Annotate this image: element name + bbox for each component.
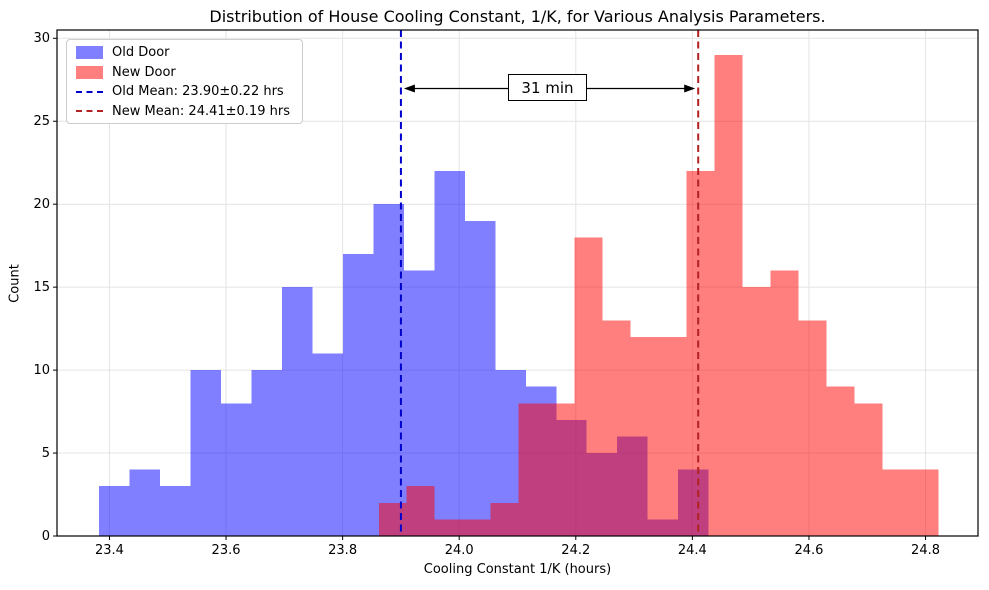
old-door-bar — [190, 370, 221, 536]
old-door-bar — [159, 486, 191, 536]
x-tick-label: 24.2 — [561, 543, 591, 558]
new-door-bar — [602, 320, 631, 536]
new-door-bar — [826, 386, 855, 536]
old-door-bar — [312, 353, 343, 536]
legend-label: Old Door — [112, 45, 170, 61]
new-door-swatch — [76, 65, 103, 79]
y-tick-label: 20 — [33, 196, 50, 212]
new-door-bar — [910, 469, 939, 536]
legend-item-old-door: Old Door — [67, 43, 302, 63]
old-door-bar — [342, 253, 374, 536]
new-door-bar — [490, 502, 519, 536]
old-door-bar — [281, 287, 313, 536]
y-tick-label: 0 — [41, 528, 50, 544]
legend-label: Old Mean: 23.90±0.22 hrs — [112, 84, 284, 100]
new-door-bar — [378, 502, 407, 536]
x-tick-label: 24.4 — [677, 543, 707, 558]
y-tick-label: 15 — [33, 279, 50, 295]
new-door-bar — [798, 320, 827, 536]
x-axis-label: Cooling Constant 1/K (hours) — [423, 562, 612, 577]
y-tick-label: 10 — [33, 362, 50, 378]
x-tick-label: 24.0 — [444, 543, 474, 558]
x-tick-label: 24.8 — [911, 543, 940, 558]
old-door-bar — [464, 220, 496, 537]
legend-item-old-mean: Old Mean: 23.90±0.22 hrs — [67, 82, 302, 102]
old-door-bar — [373, 204, 404, 536]
axes-frame — [56, 29, 979, 537]
new-door-bar — [462, 519, 491, 536]
y-tick-label: 5 — [41, 445, 50, 461]
y-tick-label: 30 — [33, 30, 50, 46]
legend-label: New Mean: 24.41±0.19 hrs — [112, 103, 290, 119]
new-door-bar — [742, 287, 771, 536]
legend-item-new-door: New Door — [67, 63, 302, 83]
new-door-bar — [882, 469, 911, 536]
gap-annotation: 31 min — [508, 74, 587, 101]
new-door-bar — [770, 270, 799, 536]
new-door-bar — [546, 403, 575, 536]
chart-title: Distribution of House Cooling Constant, … — [209, 7, 826, 26]
old-mean-line-swatch — [76, 90, 103, 93]
x-tick-label: 23.4 — [94, 543, 124, 558]
new-door-bar — [574, 237, 603, 536]
gap-arrow-head-left — [403, 84, 415, 93]
new-door-bar — [686, 171, 715, 536]
gap-arrow-head-right — [684, 84, 696, 93]
new-door-bar — [658, 336, 687, 536]
x-tick-label: 23.8 — [328, 543, 358, 558]
new-door-bar — [854, 403, 883, 536]
x-tick-label: 24.6 — [794, 543, 824, 558]
y-tick-label: 25 — [33, 113, 50, 129]
old-door-bar — [434, 171, 465, 536]
new-door-bar — [406, 486, 435, 536]
new-mean-line-swatch — [76, 110, 103, 113]
legend-item-new-mean: New Mean: 24.41±0.19 hrs — [67, 102, 302, 122]
new-door-bar — [714, 54, 743, 536]
x-tick-label: 23.6 — [211, 543, 241, 558]
new-door-bar — [434, 519, 463, 536]
old-door-bar — [220, 403, 252, 536]
new-door-bar — [630, 336, 659, 536]
legend-label: New Door — [112, 64, 176, 80]
legend: Old Door New Door Old Mean: 23.90±0.22 h… — [66, 39, 303, 124]
old-door-bar — [251, 370, 282, 536]
old-door-bar — [129, 469, 160, 536]
old-door-bar — [98, 486, 130, 536]
new-door-bar — [518, 403, 547, 536]
old-door-swatch — [76, 46, 103, 60]
